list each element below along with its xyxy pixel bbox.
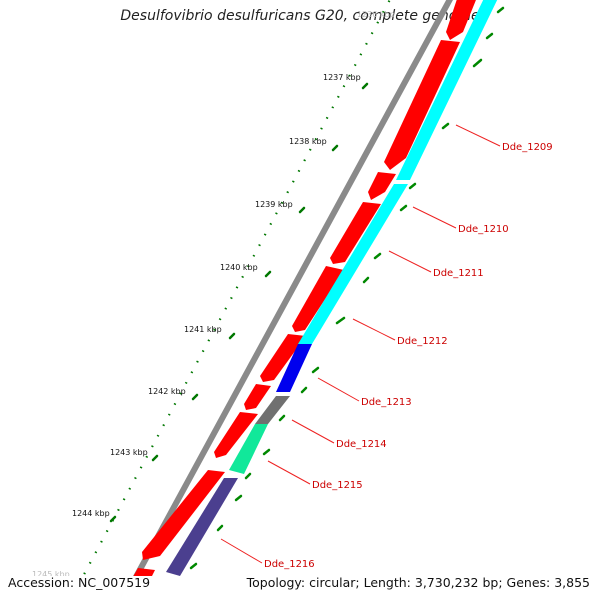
reverse-track [148,0,498,600]
gene-label-dde-1215: Dde_1215 [312,480,363,491]
cds-segment-2 [384,40,460,170]
cds-segment-5 [292,266,344,332]
green-segment [229,424,268,474]
kbp-label-1239: 1239 kbp [255,200,293,209]
cds-segment-10 [133,568,155,576]
slate-segment [166,478,238,576]
kbp-label-1245: 1245 kbp [32,570,70,579]
backbone-gray-band [132,0,453,576]
cyan-segment-lower [298,184,408,344]
ring-ticks [189,6,505,570]
blue-segment [276,344,312,392]
gene-label-dde-1209: Dde_1209 [502,142,553,153]
scale-dotted-arc [81,0,391,576]
kbp-label-1236: 1236 kbp [357,10,395,19]
cds-segment-9 [142,470,225,560]
kbp-label-1243: 1243 kbp [110,448,148,457]
kbp-label-1242: 1242 kbp [148,387,186,396]
gene-label-dde-1212: Dde_1212 [397,336,448,347]
kbp-label-1241: 1241 kbp [184,325,222,334]
gray-segment-1 [255,396,290,424]
gene-label-dde-1210: Dde_1210 [458,224,509,235]
kbp-label-1237: 1237 kbp [323,73,361,82]
gray-segment-2 [148,578,176,600]
kbp-label-1244: 1244 kbp [72,509,110,518]
gene-label-dde-1216: Dde_1216 [264,559,315,570]
cds-segment-3 [368,172,396,200]
map-title: Desulfovibrio desulfuricans G20, complet… [120,8,480,24]
cds-segment-1 [446,0,476,40]
cyan-segment-upper [396,0,498,180]
gene-label-dde-1213: Dde_1213 [361,397,412,408]
cds-segment-8 [214,412,258,458]
accession-text: Accession: NC_007519 [8,575,151,590]
kbp-label-1238: 1238 kbp [289,137,327,146]
kbp-label-1240: 1240 kbp [220,263,258,272]
gene-label-dde-1214: Dde_1214 [336,439,387,450]
cds-segment-6 [260,334,306,382]
scale-major-ticks [109,82,369,523]
topology-text: Topology: circular; Length: 3,730,232 bp… [246,575,590,590]
cds-segment-7 [244,384,271,410]
gene-leader-lines [220,124,501,564]
gene-label-dde-1211: Dde_1211 [433,268,484,279]
forward-cds-track [133,0,476,576]
cds-segment-4 [330,202,381,264]
